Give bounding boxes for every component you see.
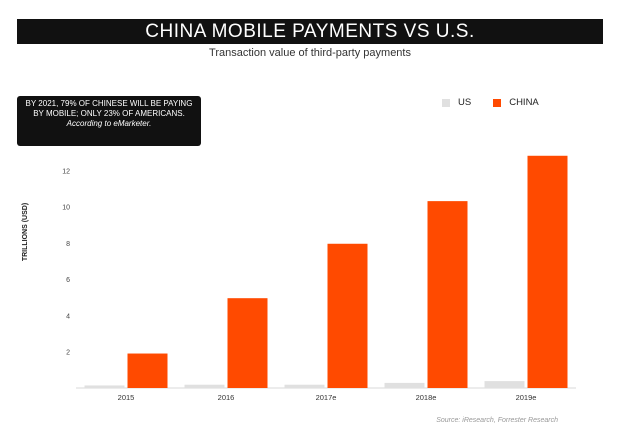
bar-us-2018e <box>384 382 425 388</box>
callout-box: BY 2021, 79% OF CHINESE WILL BE PAYING B… <box>17 96 201 146</box>
x-tick-label: 2016 <box>218 393 235 402</box>
y-tick-label: 8 <box>66 241 70 248</box>
y-tick-label: 4 <box>66 313 70 320</box>
legend-swatch-us <box>442 98 450 107</box>
legend-label-us: US <box>458 97 472 108</box>
chart-title: CHINA MOBILE PAYMENTS VS U.S. <box>145 20 475 42</box>
x-tick-label: 2017e <box>316 393 337 402</box>
x-tick-label: 2018e <box>416 393 437 402</box>
y-tick-label: 6 <box>66 277 70 284</box>
legend: US CHINA <box>442 97 561 108</box>
bar-china-2018e <box>427 201 468 388</box>
callout-source: According to eMarketer. <box>66 119 152 128</box>
chart-subtitle: Transaction value of third-party payment… <box>209 47 411 59</box>
x-tick-label: 2015 <box>118 393 135 402</box>
y-tick-label: 10 <box>62 205 70 212</box>
legend-item-us: US <box>442 97 471 108</box>
legend-swatch-china <box>493 98 502 107</box>
x-tick-label: 2019e <box>516 393 537 402</box>
legend-item-china: CHINA <box>493 97 539 108</box>
bar-china-2017e <box>327 243 368 388</box>
bar-us-2017e <box>284 384 325 388</box>
y-tick-label: 12 <box>62 168 70 175</box>
bar-us-2019e <box>484 381 525 388</box>
bar-china-2016 <box>227 298 268 388</box>
chart-title-banner: CHINA MOBILE PAYMENTS VS U.S. <box>17 19 603 44</box>
bar-china-2015 <box>127 353 168 388</box>
bar-us-2016 <box>184 384 225 388</box>
bar-china-2019e <box>527 155 568 388</box>
callout-text: BY 2021, 79% OF CHINESE WILL BE PAYING B… <box>25 99 193 118</box>
legend-label-china: CHINA <box>509 97 539 108</box>
y-tick-label: 2 <box>66 350 70 357</box>
bar-us-2015 <box>84 385 125 388</box>
source-note: Source: iResearch, Forrester Research <box>436 417 558 424</box>
